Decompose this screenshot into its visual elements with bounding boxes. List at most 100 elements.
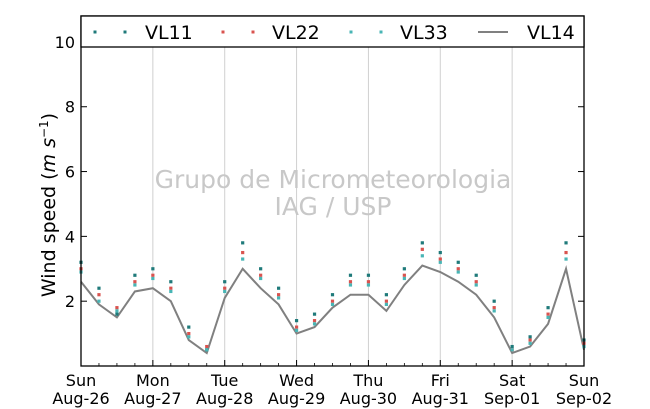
data-point-vl22 <box>438 257 442 261</box>
y-tick-label: 8 <box>65 98 75 117</box>
data-point-vl33 <box>97 299 101 303</box>
data-point-vl11 <box>528 335 532 339</box>
x-tick-label-date: Aug-26 <box>52 389 109 408</box>
data-point-vl22 <box>366 280 371 284</box>
data-point-vl22 <box>133 280 137 284</box>
data-point-vl11 <box>546 306 550 310</box>
data-point-vl11 <box>97 286 101 290</box>
data-point-vl11 <box>402 267 406 271</box>
data-point-vl22 <box>277 293 281 297</box>
data-point-vl22 <box>330 299 335 303</box>
legend-swatch-vl33 <box>379 30 383 34</box>
watermark-line-1: Grupo de Micrometeorologia <box>155 165 512 194</box>
data-point-vl33 <box>151 276 155 281</box>
data-point-vl22 <box>205 344 209 349</box>
data-point-vl22 <box>546 312 550 316</box>
data-point-vl11 <box>133 273 137 277</box>
data-point-vl33 <box>259 276 263 281</box>
legend-swatch-vl11 <box>93 30 97 34</box>
data-point-vl22 <box>259 273 263 277</box>
x-tick-label-date: Aug-28 <box>196 389 253 408</box>
x-tick-label-day: Wed <box>279 371 314 390</box>
data-point-vl11 <box>241 241 245 245</box>
data-point-vl33 <box>492 309 496 313</box>
data-point-vl33 <box>133 283 137 287</box>
data-point-vl11 <box>366 273 371 277</box>
data-point-vl33 <box>438 260 442 264</box>
data-point-vl22 <box>187 331 191 336</box>
data-point-vl22 <box>294 325 299 329</box>
data-point-vl33 <box>456 270 460 274</box>
data-point-vl11 <box>510 344 514 349</box>
data-point-vl33 <box>420 254 424 258</box>
data-point-vl33 <box>223 289 227 294</box>
y-tick-label: 6 <box>65 163 75 182</box>
x-tick-label-date: Aug-29 <box>268 389 325 408</box>
data-point-vl22 <box>241 250 245 255</box>
x-tick-label-date: Aug-30 <box>340 389 397 408</box>
data-point-vl11 <box>492 299 496 303</box>
x-tick-label-day: Mon <box>136 371 170 390</box>
data-point-vl33 <box>241 257 245 261</box>
x-tick-label-day: Tue <box>210 371 238 390</box>
data-point-vl22 <box>420 247 424 251</box>
data-point-vl22 <box>564 250 568 255</box>
data-point-vl33 <box>474 283 478 287</box>
data-point-vl22 <box>528 338 532 342</box>
watermark-line-2: IAG / USP <box>275 192 392 221</box>
data-point-vl22 <box>456 267 460 271</box>
data-point-vl33 <box>510 348 514 352</box>
data-point-vl33 <box>348 283 353 287</box>
data-point-vl11 <box>115 312 119 316</box>
x-tick-label-date: Aug-31 <box>412 389 469 408</box>
data-point-vl11 <box>151 267 155 271</box>
x-tick-label-date: Aug-27 <box>124 389 181 408</box>
x-tick-label-day: Sun <box>66 371 96 390</box>
y-axis-ticks: 2 4 6 8 10 <box>55 33 584 311</box>
data-point-vl33 <box>115 309 119 313</box>
data-point-vl11 <box>259 267 263 271</box>
y-axis-label: Wind speed (m s−1) <box>37 113 60 297</box>
data-point-vl33 <box>384 302 388 307</box>
x-tick-label-date: Sep-02 <box>556 389 612 408</box>
data-point-vl11 <box>456 260 460 264</box>
data-point-vl11 <box>474 273 478 277</box>
legend-swatch-vl33 <box>349 30 353 34</box>
legend-label-vl33: VL33 <box>400 22 448 44</box>
legend-label-vl11: VL11 <box>145 22 193 44</box>
legend-swatch-vl22 <box>221 30 225 34</box>
data-point-vl33 <box>528 341 532 345</box>
watermark: Grupo de Micrometeorologia IAG / USP <box>155 165 512 221</box>
data-point-vl11 <box>187 325 191 329</box>
data-point-vl33 <box>294 328 299 332</box>
data-point-vl22 <box>223 286 227 290</box>
data-point-vl22 <box>348 280 353 284</box>
data-point-vl11 <box>384 293 388 297</box>
data-point-vl33 <box>277 296 281 300</box>
legend-swatch-vl22 <box>251 30 255 34</box>
data-point-vl22 <box>115 306 119 310</box>
data-point-vl22 <box>151 273 155 277</box>
x-tick-label-day: Sun <box>569 371 599 390</box>
legend-swatch-vl11 <box>123 30 127 34</box>
data-point-vl11 <box>294 319 299 323</box>
data-point-vl22 <box>312 319 317 323</box>
data-point-vl33 <box>402 276 406 281</box>
data-point-vl33 <box>330 302 335 307</box>
x-tick-label-day: Sat <box>499 371 525 390</box>
data-point-vl22 <box>492 306 496 310</box>
x-axis-ticks: SunAug-26MonAug-27TueAug-28WedAug-29ThuA… <box>52 360 612 408</box>
data-point-vl11 <box>312 312 317 316</box>
data-point-vl33 <box>564 257 568 261</box>
data-point-vl33 <box>187 335 191 339</box>
legend-label-vl14: VL14 <box>527 22 575 44</box>
data-point-vl33 <box>366 283 371 287</box>
data-point-vl11 <box>420 241 424 245</box>
y-tick-label: 2 <box>65 292 75 311</box>
legend: VL11 VL22 VL33 VL14 <box>80 15 585 48</box>
data-point-vl22 <box>169 286 173 290</box>
data-point-vl33 <box>169 289 173 294</box>
data-point-vl33 <box>205 348 209 352</box>
data-point-vl11 <box>564 241 568 245</box>
